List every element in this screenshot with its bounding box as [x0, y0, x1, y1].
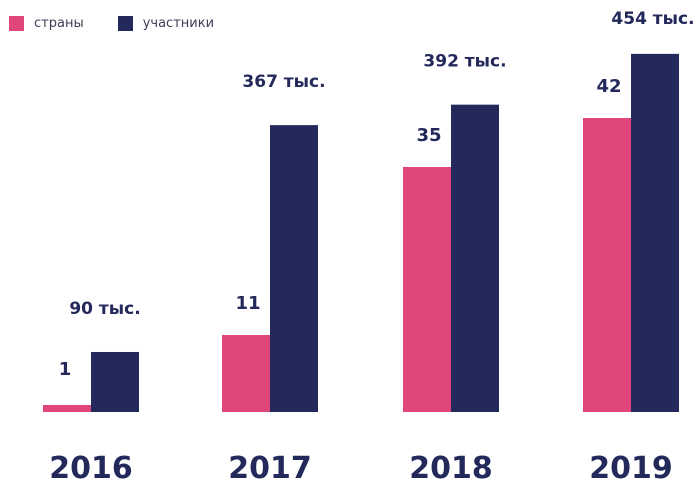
legend-swatch-countries — [9, 16, 24, 31]
bar-participants-2019 — [631, 53, 679, 413]
legend-label-countries: страны — [34, 16, 84, 31]
legend-swatch-participants — [117, 16, 133, 31]
x-tick-label-2017: 2017 — [228, 451, 312, 486]
value-label-countries-2018: 35 — [416, 125, 441, 146]
x-tick-label-2018: 2018 — [409, 451, 493, 486]
bar-countries-2019 — [583, 118, 631, 412]
value-label-participants-2018: 392 тыс. — [423, 52, 506, 72]
value-label-countries-2017: 11 — [235, 293, 260, 314]
legend-label-participants: участники — [142, 16, 215, 31]
bar-countries-2017 — [222, 335, 270, 412]
legend: страны участники — [9, 16, 248, 31]
value-label-participants-2019: 454 тыс. — [611, 9, 694, 29]
legend-item-countries: страны — [9, 16, 84, 31]
bar-countries-2016 — [43, 405, 91, 412]
x-tick-label-2019: 2019 — [589, 451, 673, 486]
bar-participants-2018 — [451, 104, 499, 412]
bar-countries-2018 — [403, 167, 451, 412]
value-label-participants-2017: 367 тыс. — [242, 72, 325, 92]
bar-participants-2017 — [270, 125, 318, 412]
value-label-participants-2016: 90 тыс. — [69, 299, 140, 319]
value-label-countries-2016: 1 — [59, 359, 72, 380]
x-tick-label-2016: 2016 — [49, 451, 133, 486]
legend-item-participants: участники — [117, 16, 215, 31]
value-label-countries-2019: 42 — [596, 76, 621, 97]
bar-participants-2016 — [91, 351, 139, 412]
